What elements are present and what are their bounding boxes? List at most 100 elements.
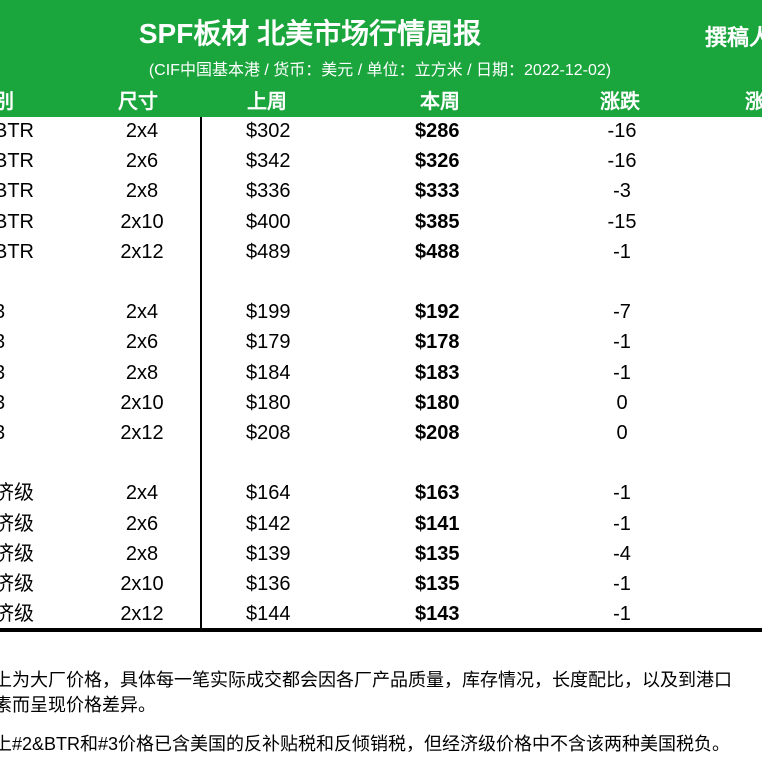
size-cell: 2x12 bbox=[120, 603, 164, 626]
change-pct-cell: -0 bbox=[740, 600, 762, 628]
change-pct-cell: -0 bbox=[740, 359, 762, 387]
this-week-price-cell: $333 bbox=[415, 180, 460, 203]
category-cell: 3 bbox=[0, 328, 5, 356]
change-pct-cell: -4 bbox=[740, 147, 762, 175]
category-cell: 3 bbox=[0, 359, 5, 387]
size-cell: 2x12 bbox=[120, 422, 164, 444]
category-cell: 济级 bbox=[0, 573, 34, 595]
change-pct-cell: 0 bbox=[740, 389, 762, 417]
note-line-3: 上#2&BTR和#3价格已含美国的反补贴税和反倾销税，但经济级价格中不含该两种美… bbox=[0, 734, 731, 754]
change-pct-cell: -2 bbox=[740, 540, 762, 568]
last-week-price-cell: $139 bbox=[246, 542, 291, 565]
change-pct-cell: 0 bbox=[740, 419, 762, 447]
change-cell: -1 bbox=[613, 361, 631, 384]
this-week-price-cell: $141 bbox=[415, 512, 460, 535]
last-week-price-cell: $142 bbox=[246, 512, 291, 535]
size-cell: 2x4 bbox=[125, 120, 159, 142]
change-cell: -1 bbox=[613, 331, 631, 354]
column-header-size: 尺寸 bbox=[118, 91, 158, 113]
change-cell: -3 bbox=[613, 180, 631, 203]
this-week-price-cell: $326 bbox=[415, 150, 460, 173]
size-cell: 2x8 bbox=[125, 361, 159, 384]
table-row bbox=[0, 268, 762, 296]
category-cell: 济级 bbox=[0, 512, 34, 535]
last-week-price-cell: $208 bbox=[246, 422, 291, 444]
last-week-price-cell: $144 bbox=[246, 603, 291, 626]
report-header: SPF板材 北美市场行情周报 撰稿人 (CIF中国基本港 / 货币：美元 / 单… bbox=[0, 0, 762, 117]
category-cell: 济级 bbox=[0, 542, 34, 565]
last-week-price-cell: $336 bbox=[246, 180, 291, 203]
change-cell: 0 bbox=[616, 422, 628, 444]
category-cell: 3 bbox=[0, 419, 5, 447]
table-row: 济级 2x12 $144 $143 -1 -0 bbox=[0, 600, 762, 628]
size-cell: 2x8 bbox=[125, 542, 159, 565]
table-row: 3 2x12 $208 $208 0 0 bbox=[0, 419, 762, 447]
table-row: BTR 2x8 $336 $333 -3 -0 bbox=[0, 177, 762, 205]
this-week-price-cell: $286 bbox=[415, 120, 460, 142]
change-pct-cell: -3 bbox=[740, 298, 762, 326]
table-row: BTR 2x10 $400 $385 -15 -3 bbox=[0, 208, 762, 236]
table-row: 3 2x6 $179 $178 -1 -0 bbox=[0, 328, 762, 356]
category-cell: BTR bbox=[0, 210, 34, 233]
size-cell: 2x6 bbox=[125, 512, 159, 535]
column-header-this-week: 本周 bbox=[420, 91, 460, 113]
category-cell: 3 bbox=[0, 298, 5, 326]
change-cell: 0 bbox=[616, 391, 628, 414]
change-cell: -16 bbox=[607, 120, 637, 142]
table-row: 济级 2x6 $142 $141 -1 -0 bbox=[0, 510, 762, 538]
table-row: 济级 2x4 $164 $163 -1 -0 bbox=[0, 479, 762, 507]
change-cell: -15 bbox=[607, 210, 637, 233]
table-row: 3 2x10 $180 $180 0 0 bbox=[0, 389, 762, 417]
report-title: SPF板材 北美市场行情周报 bbox=[138, 18, 482, 49]
table-row: 3 2x4 $199 $192 -7 -3 bbox=[0, 298, 762, 326]
note-line-1: 上为大厂价格，具体每一笔实际成交都会因各厂产品质量，库存情况，长度配比，以及到港… bbox=[0, 670, 732, 690]
table-divider-vertical bbox=[200, 117, 202, 629]
this-week-price-cell: $143 bbox=[415, 603, 460, 626]
change-cell: -1 bbox=[613, 573, 631, 595]
table-row bbox=[0, 449, 762, 477]
this-week-price-cell: $385 bbox=[415, 210, 460, 233]
change-cell: -7 bbox=[613, 301, 631, 324]
change-cell: -1 bbox=[613, 512, 631, 535]
change-pct-cell: -0 bbox=[740, 328, 762, 356]
change-cell: -1 bbox=[613, 603, 631, 626]
last-week-price-cell: $400 bbox=[246, 210, 291, 233]
column-header-last-week: 上周 bbox=[247, 91, 287, 113]
table-row: BTR 2x6 $342 $326 -16 -4 bbox=[0, 147, 762, 175]
change-pct-cell: -5 bbox=[740, 117, 762, 145]
size-cell: 2x12 bbox=[120, 240, 164, 263]
change-cell: -4 bbox=[613, 542, 631, 565]
last-week-price-cell: $136 bbox=[246, 573, 291, 595]
change-pct-cell: -0 bbox=[740, 570, 762, 598]
this-week-price-cell: $183 bbox=[415, 361, 460, 384]
change-pct-cell: -0 bbox=[740, 238, 762, 266]
category-cell: BTR bbox=[0, 150, 34, 173]
last-week-price-cell: $180 bbox=[246, 391, 291, 414]
last-week-price-cell: $302 bbox=[246, 120, 291, 142]
last-week-price-cell: $164 bbox=[246, 482, 291, 505]
change-pct-cell: -3 bbox=[740, 208, 762, 236]
size-cell: 2x4 bbox=[125, 482, 159, 505]
last-week-price-cell: $179 bbox=[246, 331, 291, 354]
this-week-price-cell: $488 bbox=[415, 240, 460, 263]
table-row: 济级 2x8 $139 $135 -4 -2 bbox=[0, 540, 762, 568]
size-cell: 2x10 bbox=[120, 210, 164, 233]
size-cell: 2x10 bbox=[120, 573, 164, 595]
change-cell: -1 bbox=[613, 482, 631, 505]
column-header-change-pct: 涨 bbox=[745, 91, 762, 113]
table-row: 3 2x8 $184 $183 -1 -0 bbox=[0, 359, 762, 387]
note-line-2: 素而呈现价格差异。 bbox=[0, 695, 156, 715]
table-row: BTR 2x4 $302 $286 -16 -5 bbox=[0, 117, 762, 145]
change-pct-cell: -0 bbox=[740, 510, 762, 538]
this-week-price-cell: $192 bbox=[415, 301, 460, 324]
size-cell: 2x6 bbox=[125, 331, 159, 354]
change-pct-cell: -0 bbox=[740, 479, 762, 507]
this-week-price-cell: $135 bbox=[415, 542, 460, 565]
change-cell: -1 bbox=[613, 240, 631, 263]
report-subtitle: (CIF中国基本港 / 货币：美元 / 单位：立方米 / 日期：2022-12-… bbox=[148, 62, 612, 79]
table-divider-bottom bbox=[0, 628, 762, 632]
size-cell: 2x8 bbox=[125, 180, 159, 203]
size-cell: 2x10 bbox=[120, 391, 164, 414]
category-cell: 济级 bbox=[0, 603, 34, 626]
last-week-price-cell: $489 bbox=[246, 240, 291, 263]
